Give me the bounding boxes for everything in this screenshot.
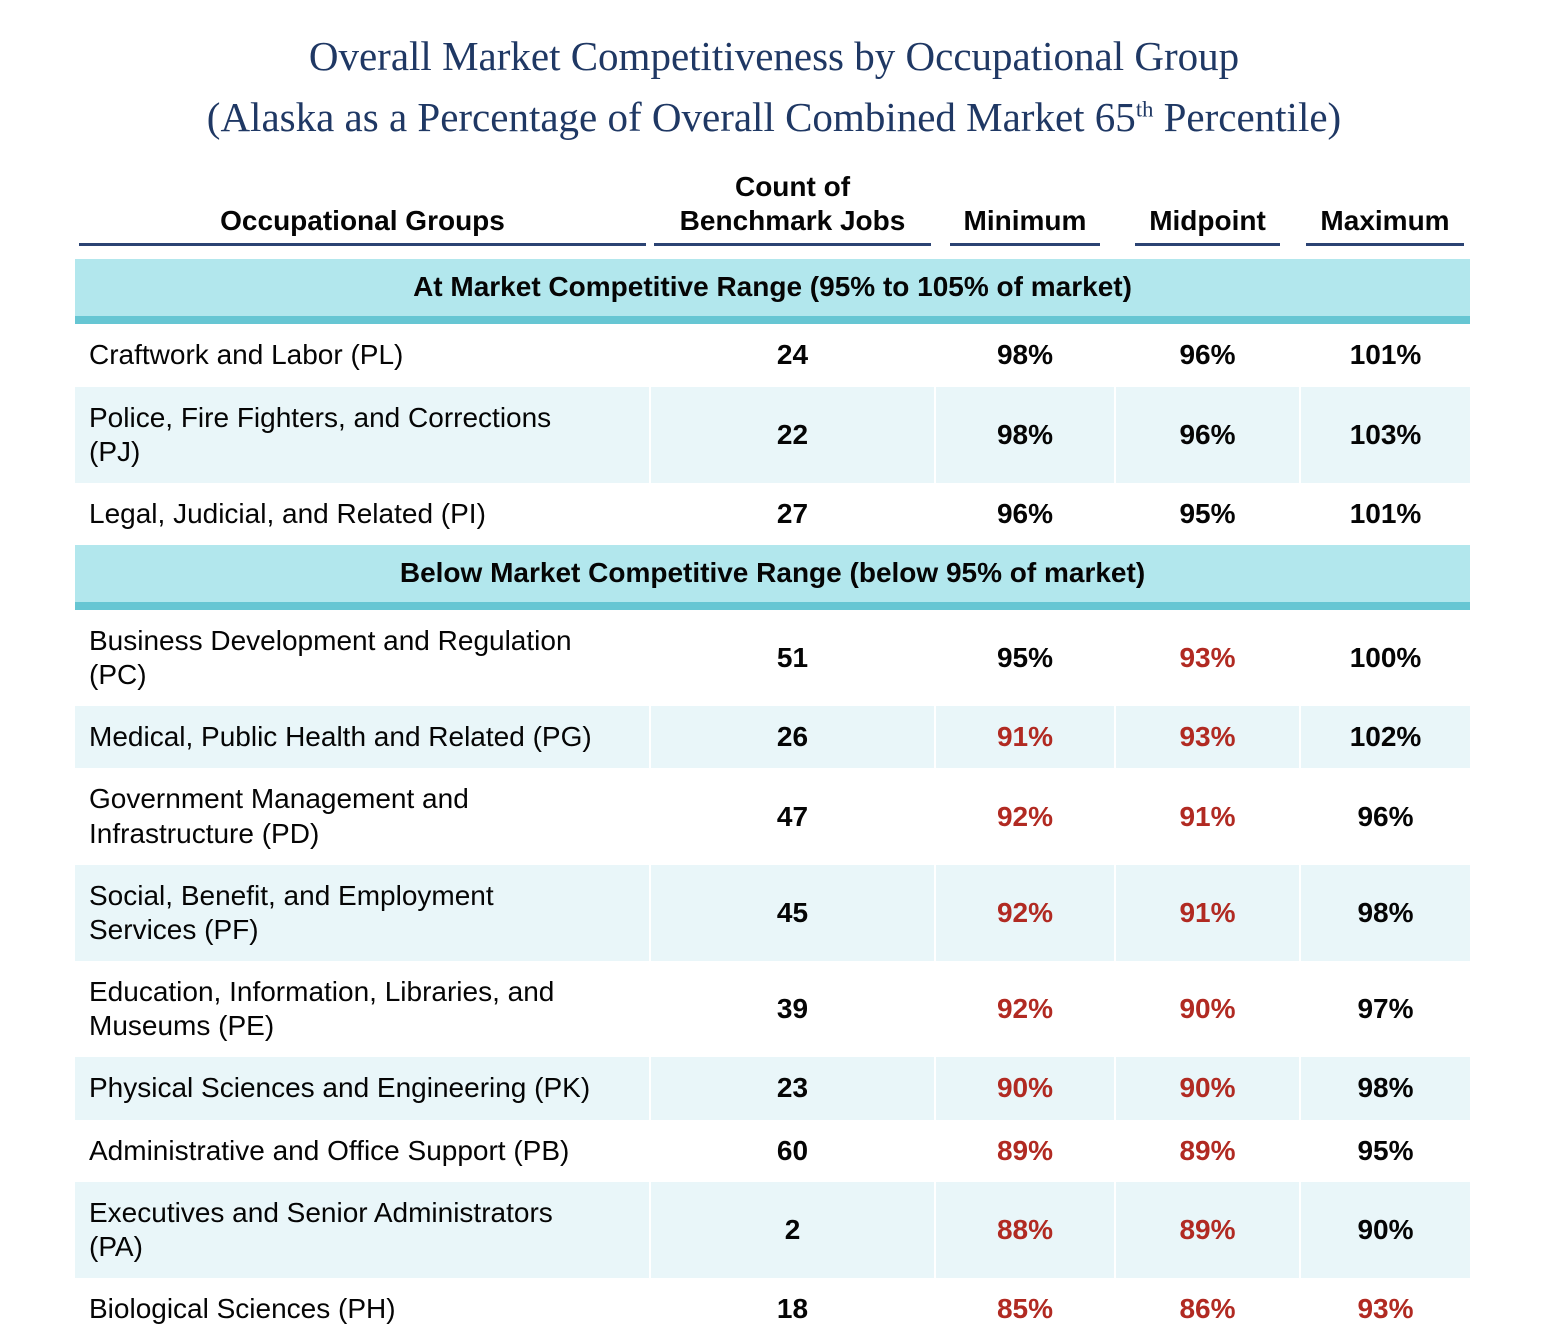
- page-title-line2: (Alaska as a Percentage of Overall Combi…: [20, 87, 1528, 148]
- cell-minimum: 98%: [934, 320, 1115, 387]
- cell-benchmark-job-count: 51: [649, 605, 935, 707]
- cell-benchmark-job-count: 39: [649, 961, 935, 1058]
- section-band-label: Below Market Competitive Range (below 95…: [75, 544, 1470, 610]
- table-row: Medical, Public Health and Related (PG) 2…: [75, 706, 1470, 769]
- cell-minimum: 85%: [934, 1278, 1115, 1340]
- column-header-maximum: Maximum: [1300, 171, 1470, 247]
- cell-benchmark-job-count: 18: [649, 1278, 935, 1340]
- section-band-label: At Market Competitive Range (95% to 105%…: [75, 259, 1470, 325]
- cell-maximum: 98%: [1299, 864, 1470, 962]
- table-row: Craftwork and Labor (PL) 24 98% 96% 101%: [75, 320, 1470, 387]
- cell-maximum: 93%: [1299, 1278, 1470, 1340]
- cell-minimum: 92%: [934, 961, 1115, 1058]
- cell-maximum: 97%: [1299, 961, 1470, 1058]
- column-header-midpoint: Midpoint: [1115, 171, 1300, 247]
- cell-maximum: 98%: [1299, 1057, 1470, 1120]
- cell-minimum: 90%: [934, 1057, 1115, 1120]
- cell-midpoint: 90%: [1114, 1057, 1300, 1120]
- cell-occupational-group: Education, Information, Libraries, and M…: [89, 976, 555, 1042]
- cell-occupational-group: Executives and Senior Administrators (PA…: [75, 1181, 650, 1278]
- cell-minimum: 95%: [934, 605, 1115, 707]
- cell-maximum: 96%: [1299, 768, 1470, 865]
- table-row: Administrative and Office Support (PB) 60…: [75, 1119, 1470, 1182]
- column-header-occupational-groups-label: Occupational Groups: [79, 205, 646, 247]
- column-header-minimum-label: Minimum: [949, 205, 1101, 247]
- section-band-row: At Market Competitive Range (95% to 105%…: [75, 259, 1470, 325]
- column-header-occupational-groups: Occupational Groups: [75, 171, 650, 247]
- cell-maximum: 101%: [1299, 482, 1470, 545]
- section-band-row: Below Market Competitive Range (below 95…: [75, 544, 1470, 610]
- page-title: Overall Market Competitiveness by Occupa…: [20, 26, 1528, 147]
- cell-midpoint: 91%: [1114, 864, 1300, 962]
- cell-midpoint: 91%: [1114, 768, 1300, 865]
- cell-benchmark-job-count: 23: [649, 1057, 935, 1120]
- header-gap-cell: [75, 246, 1470, 260]
- column-header-count-of-benchmark-jobs: Count of Benchmark Jobs: [650, 171, 935, 247]
- cell-occupational-group: Medical, Public Health and Related (PG): [75, 706, 650, 769]
- cell-midpoint: 86%: [1114, 1278, 1300, 1340]
- table-row: Government Management and Infrastructure…: [75, 768, 1470, 865]
- cell-occupational-group: Police, Fire Fighters, and Corrections (…: [75, 386, 650, 483]
- cell-minimum: 92%: [934, 864, 1115, 962]
- cell-benchmark-job-count: 45: [649, 864, 935, 962]
- cell-midpoint: 90%: [1114, 961, 1300, 1058]
- cell-occupational-group: Social, Benefit, and Employment Services…: [75, 864, 650, 962]
- cell-benchmark-job-count: 60: [649, 1119, 935, 1182]
- cell-occupational-group: Business Development and Regulation (PC): [89, 624, 572, 691]
- page-title-line2-suffix: Percentile): [1153, 93, 1342, 140]
- cell-occupational-group: Craftwork and Labor (PL): [89, 339, 404, 371]
- cell-minimum: 98%: [934, 386, 1115, 483]
- cell-benchmark-job-count: 47: [649, 768, 935, 865]
- cell-occupational-group: Government Management and Infrastructure…: [89, 783, 469, 849]
- cell-minimum: 89%: [934, 1119, 1115, 1182]
- header-gap-row: [75, 246, 1470, 260]
- column-header-count-line2: Benchmark Jobs: [654, 205, 931, 247]
- cell-occupational-group: Administrative and Office Support (PB): [89, 1134, 570, 1166]
- cell-maximum: 100%: [1299, 605, 1470, 707]
- page-title-line2-text: (Alaska as a Percentage of Overall Combi…: [206, 93, 1136, 140]
- cell-benchmark-job-count: 2: [649, 1181, 935, 1278]
- table-row: Business Development and Regulation (PC)…: [75, 605, 1470, 707]
- column-header-midpoint-label: Midpoint: [1135, 205, 1280, 247]
- cell-maximum: 103%: [1299, 386, 1470, 483]
- cell-minimum: 91%: [934, 706, 1115, 769]
- column-header-minimum: Minimum: [935, 171, 1115, 247]
- market-competitiveness-table: Occupational Groups Count of Benchmark J…: [75, 171, 1470, 1340]
- table-row: Social, Benefit, and Employment Services…: [75, 864, 1470, 962]
- cell-occupational-group: Biological Sciences (PH): [89, 1293, 396, 1324]
- cell-maximum: 90%: [1299, 1181, 1470, 1278]
- column-header-maximum-label: Maximum: [1306, 205, 1464, 247]
- column-header-count-line1: Count of: [734, 171, 851, 203]
- page-title-line1: Overall Market Competitiveness by Occupa…: [308, 33, 1240, 79]
- cell-occupational-group: Legal, Judicial, and Related (PI): [89, 497, 486, 529]
- cell-maximum: 101%: [1299, 320, 1470, 387]
- cell-benchmark-job-count: 27: [649, 482, 935, 545]
- cell-midpoint: 89%: [1114, 1181, 1300, 1278]
- column-header-row: Occupational Groups Count of Benchmark J…: [75, 171, 1470, 247]
- cell-minimum: 96%: [934, 482, 1115, 545]
- cell-benchmark-job-count: 24: [649, 320, 935, 387]
- table-row: Biological Sciences (PH) 18 85% 86% 93%: [75, 1278, 1470, 1340]
- table-row: Legal, Judicial, and Related (PI) 27 96% 95…: [75, 482, 1470, 545]
- cell-midpoint: 93%: [1114, 706, 1300, 769]
- cell-maximum: 95%: [1299, 1119, 1470, 1182]
- cell-occupational-group: Physical Sciences and Engineering (PK): [75, 1057, 650, 1120]
- cell-minimum: 92%: [934, 768, 1115, 865]
- page-title-ordinal-superscript: th: [1135, 96, 1154, 122]
- cell-midpoint: 96%: [1114, 386, 1300, 483]
- cell-midpoint: 96%: [1114, 320, 1300, 387]
- cell-midpoint: 93%: [1114, 605, 1300, 707]
- cell-benchmark-job-count: 26: [649, 706, 935, 769]
- cell-benchmark-job-count: 22: [649, 386, 935, 483]
- cell-maximum: 102%: [1299, 706, 1470, 769]
- cell-midpoint: 89%: [1114, 1119, 1300, 1182]
- table-row: Education, Information, Libraries, and M…: [75, 961, 1470, 1058]
- cell-minimum: 88%: [934, 1181, 1115, 1278]
- table-row: Executives and Senior Administrators (PA…: [75, 1181, 1470, 1278]
- table-row: Physical Sciences and Engineering (PK) 23…: [75, 1057, 1470, 1120]
- cell-midpoint: 95%: [1114, 482, 1300, 545]
- table-row: Police, Fire Fighters, and Corrections (…: [75, 386, 1470, 483]
